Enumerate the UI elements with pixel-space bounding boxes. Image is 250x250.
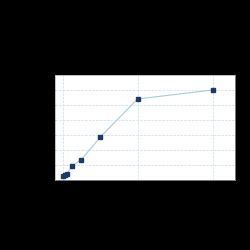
X-axis label: Human VAMP4
Concentration (ng/ml): Human VAMP4 Concentration (ng/ml) — [110, 192, 180, 203]
Y-axis label: OD: OD — [33, 122, 38, 132]
